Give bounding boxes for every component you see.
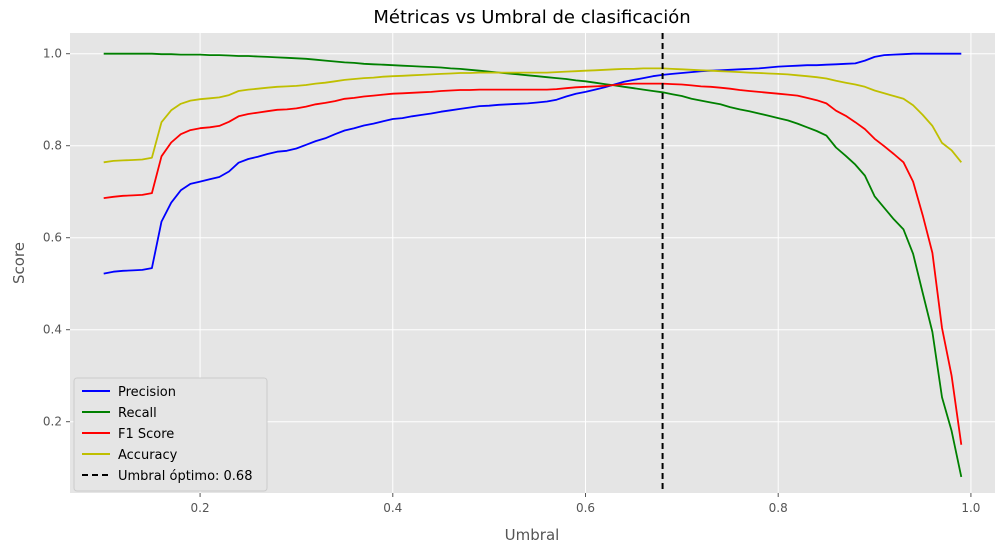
y-tick-label: 1.0 — [43, 47, 62, 61]
x-tick-label: 0.8 — [769, 501, 788, 515]
x-tick-label: 0.4 — [383, 501, 402, 515]
legend-box — [73, 377, 268, 492]
y-axis-label: Score — [10, 242, 28, 284]
x-tick-label: 1.0 — [961, 501, 980, 515]
legend-label: Accuracy — [118, 448, 178, 463]
legend-label: F1 Score — [118, 427, 174, 442]
y-tick-label: 0.6 — [43, 231, 62, 245]
x-axis: 0.2 0.4 0.6 0.8 1.0 — [191, 493, 980, 515]
series-layer — [103, 52, 963, 478]
legend-label: Umbral óptimo: 0.68 — [118, 469, 252, 484]
x-tick-label: 0.2 — [191, 501, 210, 515]
chart-title: Métricas vs Umbral de clasificación — [373, 7, 690, 28]
legend: Precision Recall F1 Score Accuracy Umbral óp… — [73, 377, 268, 492]
y-axis: 0.2 0.4 0.6 0.8 1.0 — [43, 47, 70, 429]
series-line-precision — [103, 52, 962, 275]
y-tick-label: 0.4 — [43, 323, 62, 337]
y-tick-label: 0.2 — [43, 415, 62, 429]
y-tick-label: 0.8 — [43, 139, 62, 153]
x-axis-label: Umbral — [505, 526, 560, 544]
x-tick-label: 0.6 — [576, 501, 595, 515]
series-line-recall — [103, 52, 963, 478]
legend-label: Recall — [118, 406, 157, 421]
series-line-f1-score — [103, 82, 963, 445]
series-line-accuracy — [103, 67, 962, 164]
legend-label: Precision — [118, 385, 176, 400]
